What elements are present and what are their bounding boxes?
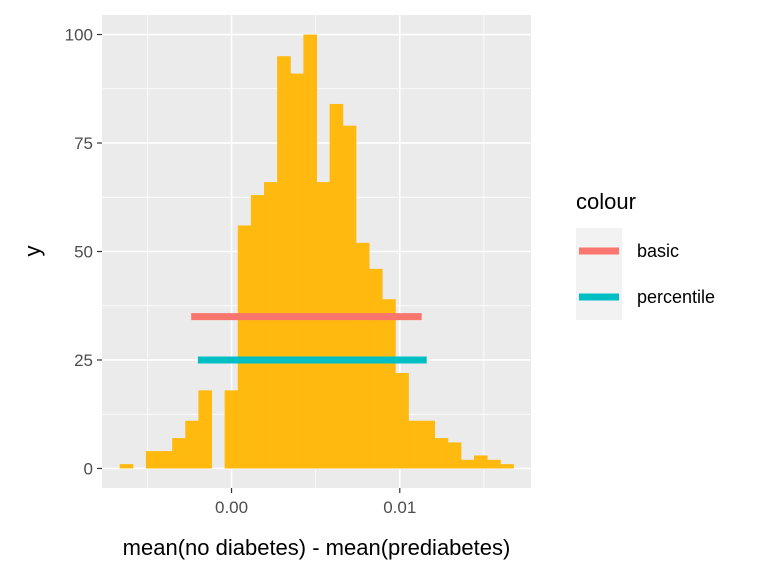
legend: colour basic percentile xyxy=(576,189,715,320)
histogram-bar xyxy=(264,182,278,469)
x-tick-label: 0.00 xyxy=(215,498,248,517)
legend-label-percentile: percentile xyxy=(637,287,715,307)
histogram-bar xyxy=(487,459,501,469)
histogram-bar xyxy=(473,455,488,469)
histogram-bar xyxy=(368,268,383,469)
histogram-bar xyxy=(185,420,199,469)
y-tick-label: 75 xyxy=(74,134,93,153)
histogram-bar xyxy=(382,299,396,469)
histogram-bar xyxy=(408,420,422,469)
y-tick-label: 25 xyxy=(74,351,93,370)
histogram-bar xyxy=(329,103,344,469)
histogram-bar xyxy=(277,56,291,469)
histogram-bar xyxy=(159,451,173,469)
histogram-bar xyxy=(395,373,409,469)
y-tick-label: 0 xyxy=(84,459,93,478)
histogram-bar xyxy=(434,438,449,469)
histogram-bar xyxy=(145,451,160,469)
y-axis-title: y xyxy=(20,246,45,257)
histogram-bar xyxy=(290,73,304,469)
histogram-bar xyxy=(119,464,134,469)
interval-lines xyxy=(191,313,427,364)
histogram-bar xyxy=(460,459,475,469)
histogram-bar xyxy=(250,195,265,469)
histogram-bar xyxy=(198,390,213,469)
histogram-bar xyxy=(355,242,370,469)
x-tick-label: 0.01 xyxy=(383,498,416,517)
legend-title: colour xyxy=(576,189,636,214)
histogram-bar xyxy=(316,182,331,469)
histogram-bar xyxy=(500,464,514,469)
x-axis-ticks: 0.00 0.01 xyxy=(215,488,416,517)
y-tick-label: 50 xyxy=(74,243,93,262)
x-axis-title: mean(no diabetes) - mean(prediabetes) xyxy=(123,535,511,560)
histogram-bar xyxy=(172,438,186,469)
histogram-bar xyxy=(303,34,317,469)
histogram-bar xyxy=(224,390,239,469)
histogram-bar xyxy=(237,225,252,469)
histogram-bar xyxy=(421,420,436,469)
legend-items: basic percentile xyxy=(579,241,715,307)
y-tick-label: 100 xyxy=(65,26,93,45)
legend-keys-background xyxy=(576,228,622,320)
histogram-bar xyxy=(342,125,357,469)
legend-label-basic: basic xyxy=(637,241,679,261)
histogram-bar xyxy=(447,442,462,469)
y-axis-ticks: 0 25 50 75 100 xyxy=(65,26,102,478)
